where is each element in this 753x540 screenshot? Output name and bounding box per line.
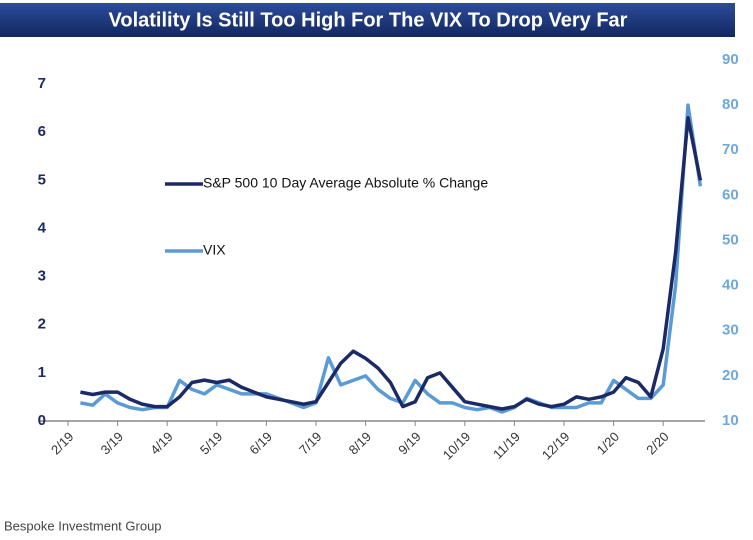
y-tick-label: 1 xyxy=(38,364,46,381)
x-tick-label: 3/19 xyxy=(98,429,127,458)
y2-tick-label: 40 xyxy=(722,277,739,294)
y2-tick-label: 20 xyxy=(722,367,739,384)
y2-tick-label: 70 xyxy=(722,141,739,158)
x-tick-label: 9/19 xyxy=(395,429,424,458)
title-banner xyxy=(0,3,735,37)
y2-tick-label: 90 xyxy=(722,51,739,68)
x-tick-label: 2/20 xyxy=(643,429,672,458)
x-tick-label: 12/19 xyxy=(539,429,573,463)
legend-label: S&P 500 10 Day Average Absolute % Change xyxy=(203,175,488,191)
y2-tick-label: 80 xyxy=(722,96,739,113)
y-tick-label: 3 xyxy=(38,268,46,285)
x-tick-label: 1/20 xyxy=(594,429,623,458)
x-tick-label: 10/19 xyxy=(440,429,474,463)
y-tick-label: 5 xyxy=(38,171,46,188)
y2-tick-label: 60 xyxy=(722,186,739,203)
chart-title: Volatility Is Still Too High For The VIX… xyxy=(109,9,628,31)
y2-tick-label: 30 xyxy=(722,322,739,339)
y-tick-label: 7 xyxy=(38,75,46,92)
y-tick-label: 4 xyxy=(38,219,47,236)
y2-tick-label: 10 xyxy=(722,412,739,429)
x-tick-label: 7/19 xyxy=(296,429,325,458)
x-tick-label: 2/19 xyxy=(48,429,77,458)
series-line xyxy=(80,116,703,411)
y2-tick-label: 50 xyxy=(722,231,739,248)
x-tick-label: 8/19 xyxy=(346,429,375,458)
y-tick-label: 6 xyxy=(38,123,46,140)
series-line xyxy=(80,103,703,414)
x-tick-label: 11/19 xyxy=(490,429,523,462)
y-tick-label: 2 xyxy=(38,316,46,333)
x-tick-label: 4/19 xyxy=(147,429,176,458)
x-tick-label: 6/19 xyxy=(246,429,275,458)
y-tick-label: 0 xyxy=(38,412,46,429)
source: Bespoke Investment Group xyxy=(4,518,162,533)
x-tick-label: 5/19 xyxy=(197,429,226,458)
legend-label: VIX xyxy=(203,242,226,258)
